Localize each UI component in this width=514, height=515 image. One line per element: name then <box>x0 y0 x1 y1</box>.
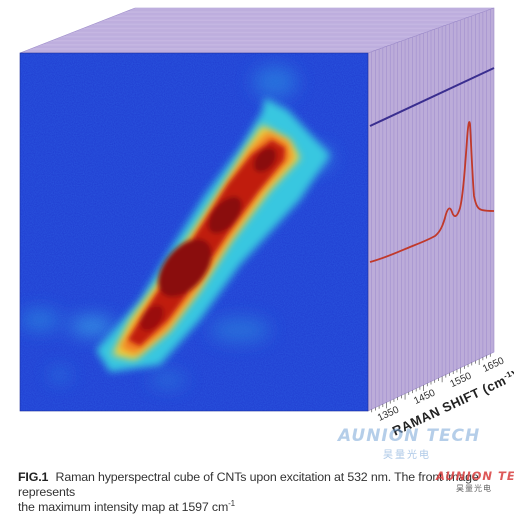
intensity-map <box>20 53 368 411</box>
axis-tick-marks <box>371 353 491 413</box>
raman-cube-figure: 1350 1450 1550 1650 RAMAN SHIFT (cm-1) A… <box>18 7 514 514</box>
watermark-logo-top: AUNION TECH <box>338 426 481 446</box>
figure-caption: FIG.1 Raman hyperspectral cube of CNTs u… <box>18 470 508 515</box>
watermark-logo-bottom: AUNION TECH <box>436 469 514 483</box>
caption-unit-sup: -1 <box>228 498 235 508</box>
raman-spectrum-curve <box>369 121 495 263</box>
top-trace-line <box>369 67 495 127</box>
watermark-subtext-top: 昊量光电 <box>383 450 431 461</box>
hyperspectral-cube: 1350 1450 1550 1650 RAMAN SHIFT (cm-1) <box>19 7 514 439</box>
cube-top-lines <box>23 9 491 52</box>
cube-side-lines <box>371 9 491 410</box>
watermark-subtext-bottom: 昊量光电 <box>456 484 492 493</box>
caption-line-1: Raman hyperspectral cube of CNTs upon ex… <box>18 470 479 499</box>
caption-line-2: the maximum intensity map at 1597 cm <box>18 500 229 514</box>
figure-label: FIG.1 <box>18 470 49 484</box>
